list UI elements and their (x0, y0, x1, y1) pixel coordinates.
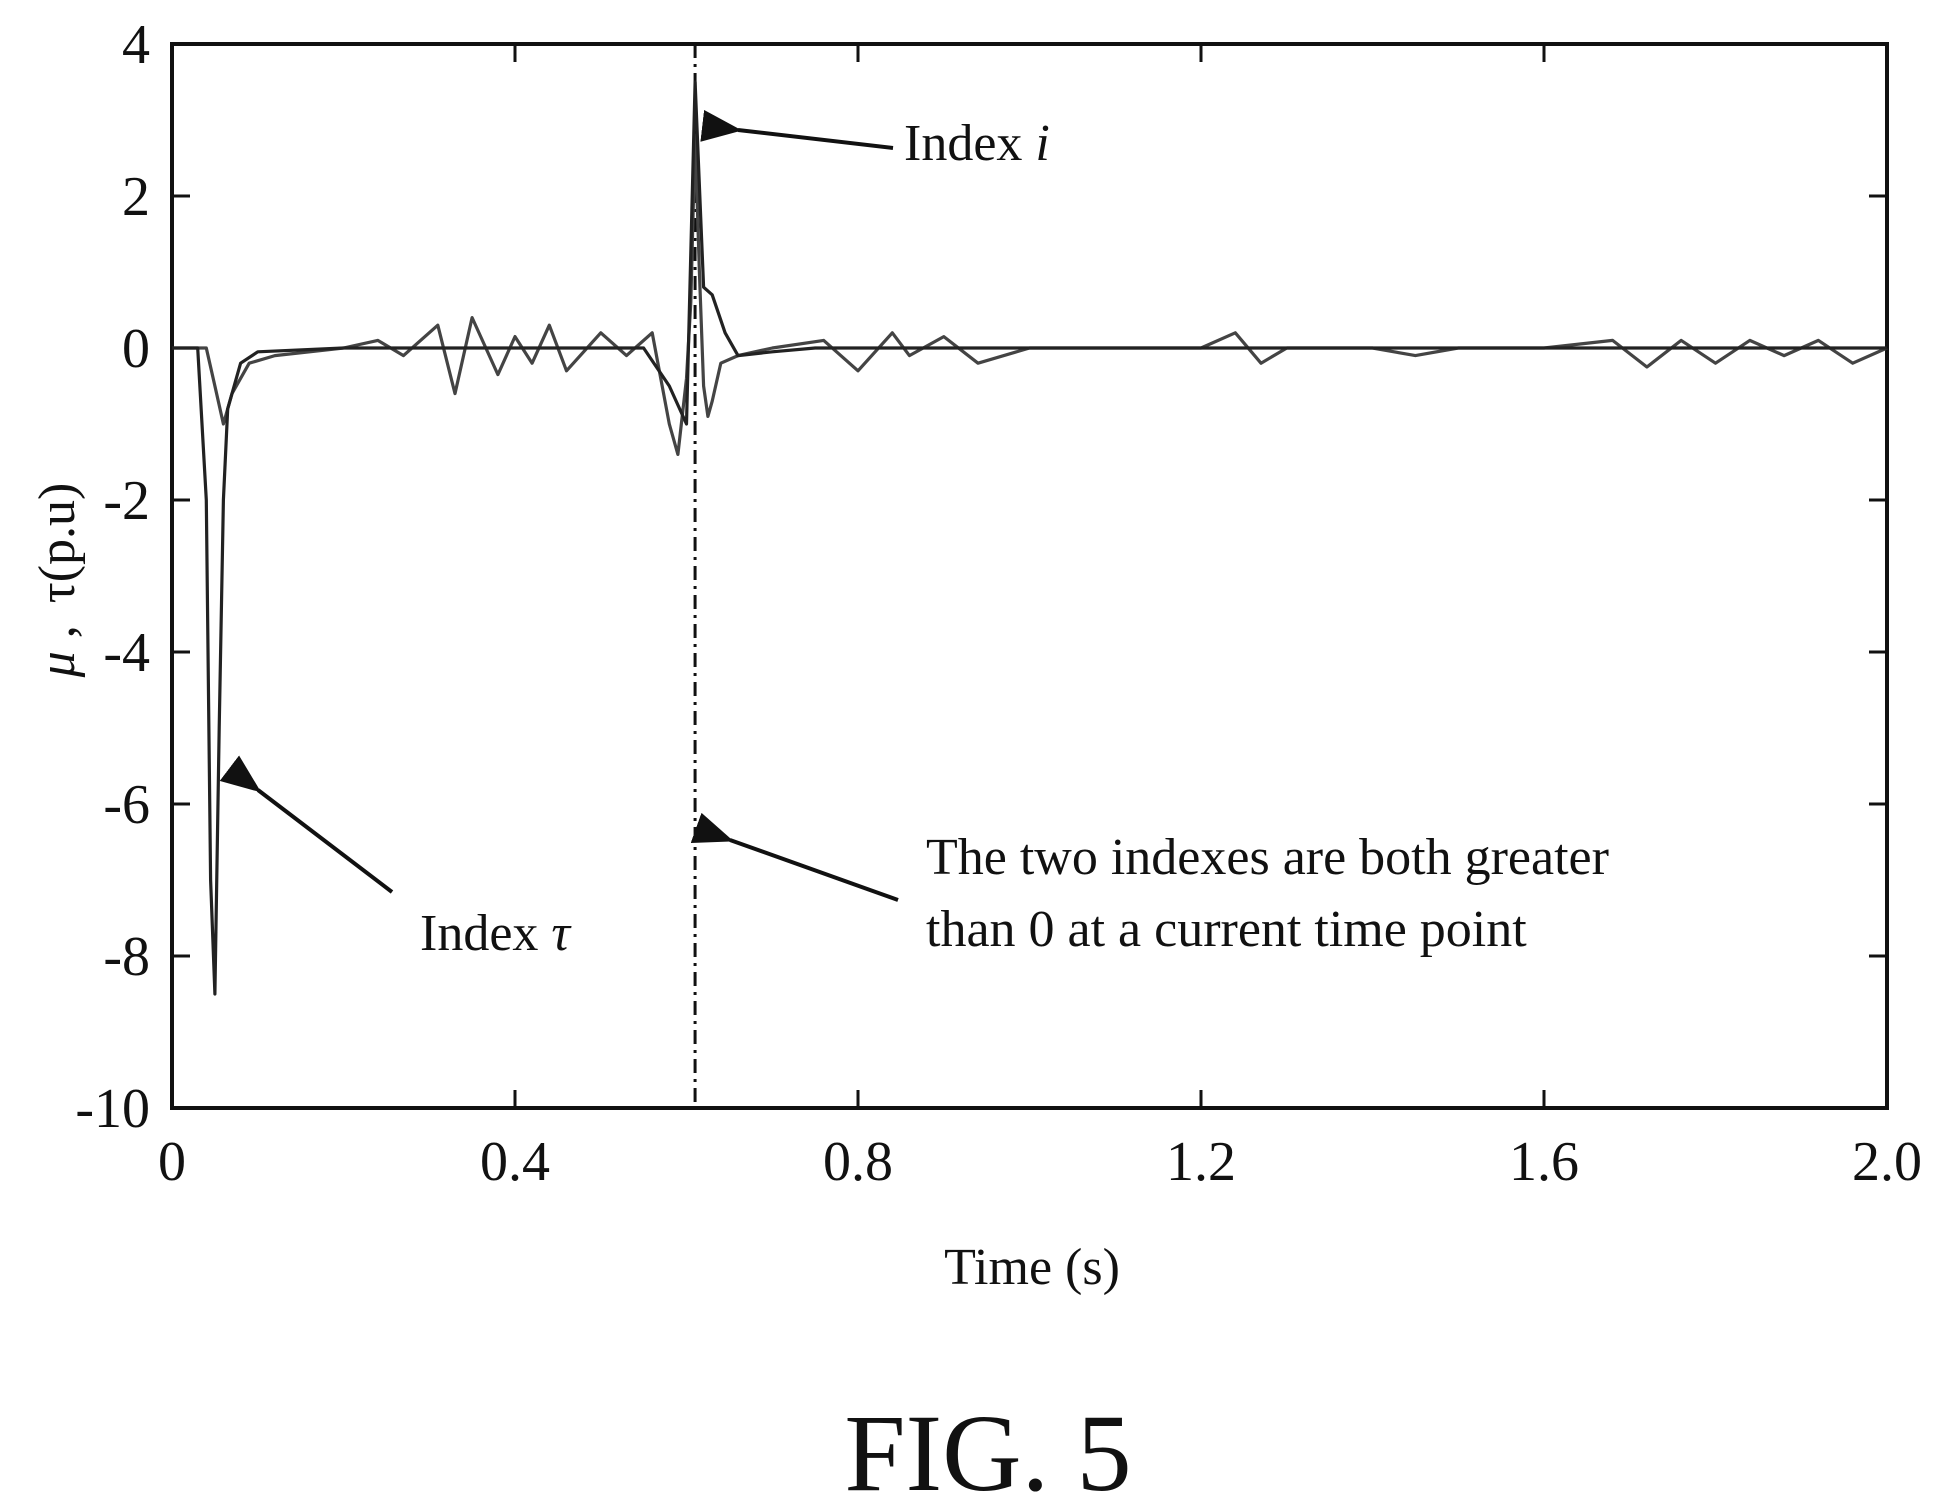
annotation-both-greater-line1: The two indexes are both greater (926, 829, 1609, 886)
y-tick-label: -6 (103, 774, 150, 836)
annotation-index-tau-var: τ (551, 905, 572, 962)
x-tick-label: 1.2 (1166, 1131, 1236, 1193)
y-tick-label: 0 (122, 318, 150, 380)
y-tick-label: 2 (122, 166, 150, 228)
annotation-index-i-text: Index (904, 115, 1035, 172)
y-tick-label: -4 (103, 622, 150, 684)
y-tick-label: -2 (103, 470, 150, 532)
svg-text:μ ,τ(p.u): μ , τ(p.u) (29, 483, 86, 679)
annotation-both-greater-line2: than 0 at a current time point (926, 901, 1527, 958)
series-line-2 (172, 80, 1887, 996)
annotation-index-tau: Index τ (420, 905, 572, 962)
annotation-index-i: Index i (904, 115, 1050, 172)
figure-title: FIG. 5 (844, 1392, 1131, 1507)
annotation-index-tau-text: Index (420, 905, 551, 962)
x-tick-label: 0.4 (480, 1131, 550, 1193)
x-axis-label: Time (s) (944, 1239, 1120, 1296)
annotation-index-i-arrow (700, 109, 894, 150)
annotation-index-i-var: i (1035, 115, 1049, 172)
plot-area: 0 0.4 0.8 1.2 1.6 2.0 4 2 0 -2 -4 -6 -8 -10 (75, 14, 1922, 1193)
y-axis-label-tau: τ(p.u) (29, 483, 86, 604)
y-tick-label: -8 (103, 926, 150, 988)
x-tick-label: 0.8 (823, 1131, 893, 1193)
x-tick-label: 2.0 (1852, 1131, 1922, 1193)
y-axis-label: μ , τ(p.u) (29, 483, 86, 679)
y-tick-label: -10 (75, 1078, 150, 1140)
x-tick-label: 1.6 (1509, 1131, 1579, 1193)
annotation-both-greater-arrow (690, 812, 899, 902)
y-axis-label-mu: μ (29, 651, 86, 678)
plot-frame (170, 42, 1889, 1110)
series-line-1 (172, 133, 1888, 456)
x-tick-label: 0 (158, 1131, 186, 1193)
annotation-index-tau-arrow (219, 755, 394, 894)
y-axis-label-sep: , (29, 625, 86, 651)
y-tick-label: 4 (122, 14, 150, 76)
